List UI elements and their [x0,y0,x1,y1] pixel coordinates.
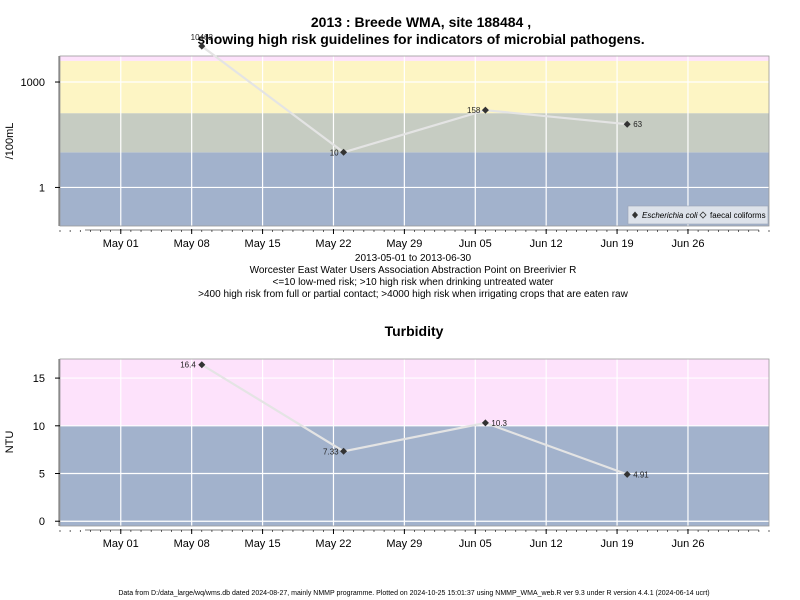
data-point [623,120,631,128]
series-line [201,45,628,154]
data-label: 7.33 [323,447,339,456]
band-vhigh [60,56,769,61]
x-tick-label: May 08 [174,538,210,550]
chart2-y-axis-label: NTU [4,431,16,454]
legend-ecoli-marker [632,211,638,219]
chart1-x-axis: May 01 May 08 May 15 May 22 May 29 Jun 05 Jun … [59,229,770,250]
chart1-y-axis: 1 1000 [21,56,60,226]
x-tick-label: Jun 12 [530,238,563,250]
band-med [60,113,769,153]
data-point [198,361,206,369]
data-label: 16.4 [180,361,196,370]
footer-note: Data from D:/data_large/wq/wms.db dated … [118,590,709,597]
x-tick-label: May 22 [315,238,351,250]
legend-faecal-marker [699,211,707,219]
data-label: 63 [633,120,642,129]
data-point [198,42,206,50]
data-point [481,419,489,427]
data-label: 4.91 [633,470,649,479]
chart1-title-line1: 2013 : Breede WMA, site 188484 , [311,14,531,30]
data-point [623,470,631,478]
chart1-plot-area: 10462 10 158 63 [59,33,770,227]
legend-faecal-label: faecal coliforms [710,211,766,220]
x-tick-label: May 08 [174,238,210,250]
x-tick-label: May 29 [386,538,422,550]
x-tick-label: Jun 26 [671,238,704,250]
legend-box [627,205,769,225]
band-low [60,425,769,526]
y-tick-label: 1 [39,182,45,194]
x-tick-label: May 01 [103,538,139,550]
chart2-frame [59,358,770,527]
x-tick-label: May 29 [386,238,422,250]
x-tick-label: Jun 05 [459,538,492,550]
chart1-frame [59,55,770,227]
x-tick-label: Jun 05 [459,238,492,250]
y-tick-label: 10 [33,421,45,433]
series-line [201,363,628,476]
x-tick-label: May 01 [103,238,139,250]
chart1-y-axis-label: /100mL [4,123,16,160]
data-point [340,148,348,156]
note-risk-contact: >400 high risk from full or partial cont… [198,289,628,300]
chart2-title: Turbidity [385,323,444,339]
data-label: 10 [330,148,339,157]
data-label: 10462 [191,33,214,42]
x-tick-label: Jun 19 [601,238,634,250]
x-tick-label: May 15 [245,238,281,250]
x-tick-label: Jun 26 [671,538,704,550]
note-site-name: Worcester East Water Users Association A… [250,265,577,276]
y-tick-label: 5 [39,469,45,481]
note-risk-drinking: <=10 low-med risk; >10 high risk when dr… [273,277,555,288]
chart2-y-axis: 0 5 10 15 [33,359,60,528]
note-date-range: 2013-05-01 to 2013-06-30 [355,253,472,264]
x-tick-label: Jun 19 [601,538,634,550]
chart2-plot-area: 16.4 7.33 10.3 4.91 [59,358,770,527]
data-point [340,447,348,455]
data-label: 10.3 [491,419,507,428]
band-high [60,60,769,114]
y-tick-label: 15 [33,373,45,385]
x-tick-label: May 22 [315,538,351,550]
band-vhigh [60,359,769,426]
data-label: 158 [467,106,481,115]
x-tick-label: Jun 12 [530,538,563,550]
legend-ecoli-label: Escherichia coli [642,211,698,220]
chart2-x-axis: May 01 May 08 May 15 May 22 May 29 Jun 05 Jun … [59,529,770,550]
x-tick-label: May 15 [245,538,281,550]
data-point [481,106,489,114]
chart1-title-line2: showing high risk guidelines for indicat… [197,31,644,47]
chart1-legend: Escherichia coli faecal coliforms [627,205,769,225]
y-tick-label: 0 [39,516,45,528]
y-tick-label: 1000 [21,77,45,89]
